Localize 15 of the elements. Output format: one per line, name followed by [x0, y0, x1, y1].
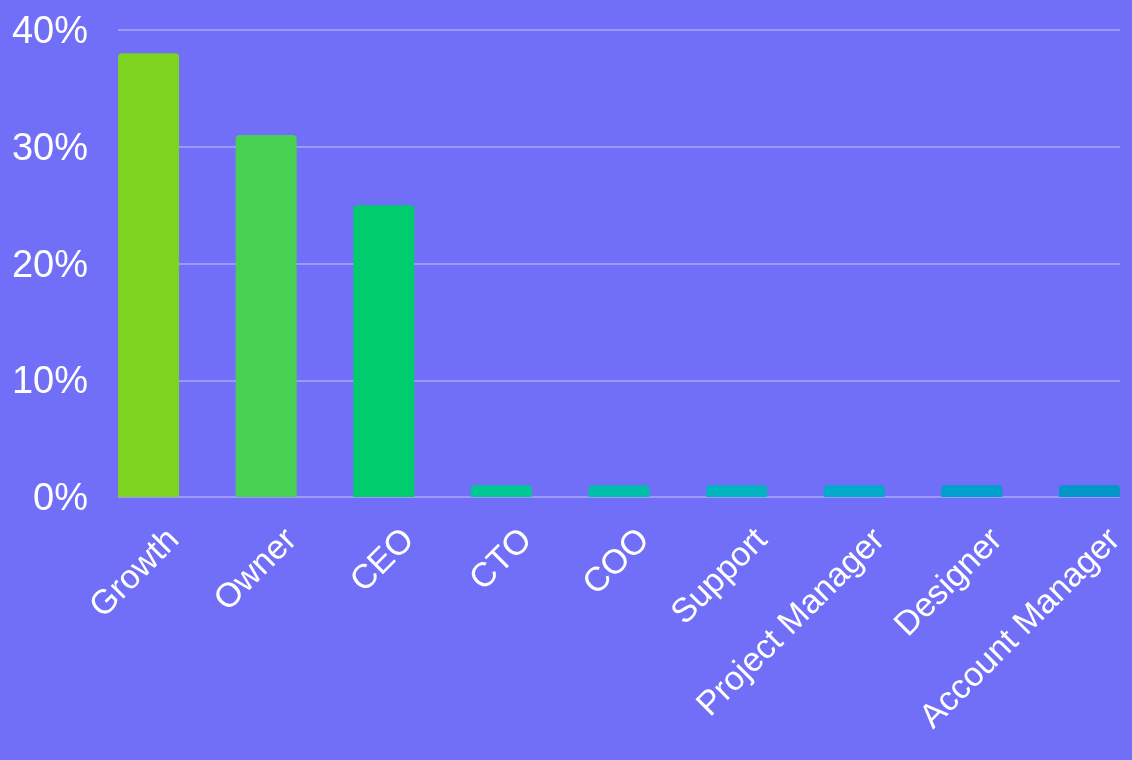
bar: [353, 205, 415, 497]
y-tick-label: 10%: [11, 359, 88, 402]
y-tick-label: 0%: [33, 476, 88, 518]
bar: [941, 485, 1003, 497]
x-tick-label: CTO: [461, 519, 539, 597]
bar: [470, 485, 532, 497]
bar: [1058, 485, 1120, 497]
bar: [823, 485, 885, 497]
y-tick-label: 20%: [11, 242, 88, 285]
bar: [235, 135, 297, 497]
y-tick-label: 30%: [11, 125, 88, 168]
bar: [118, 53, 180, 497]
bar: [706, 485, 768, 497]
bar: [588, 485, 650, 497]
y-tick-label: 40%: [11, 9, 88, 51]
